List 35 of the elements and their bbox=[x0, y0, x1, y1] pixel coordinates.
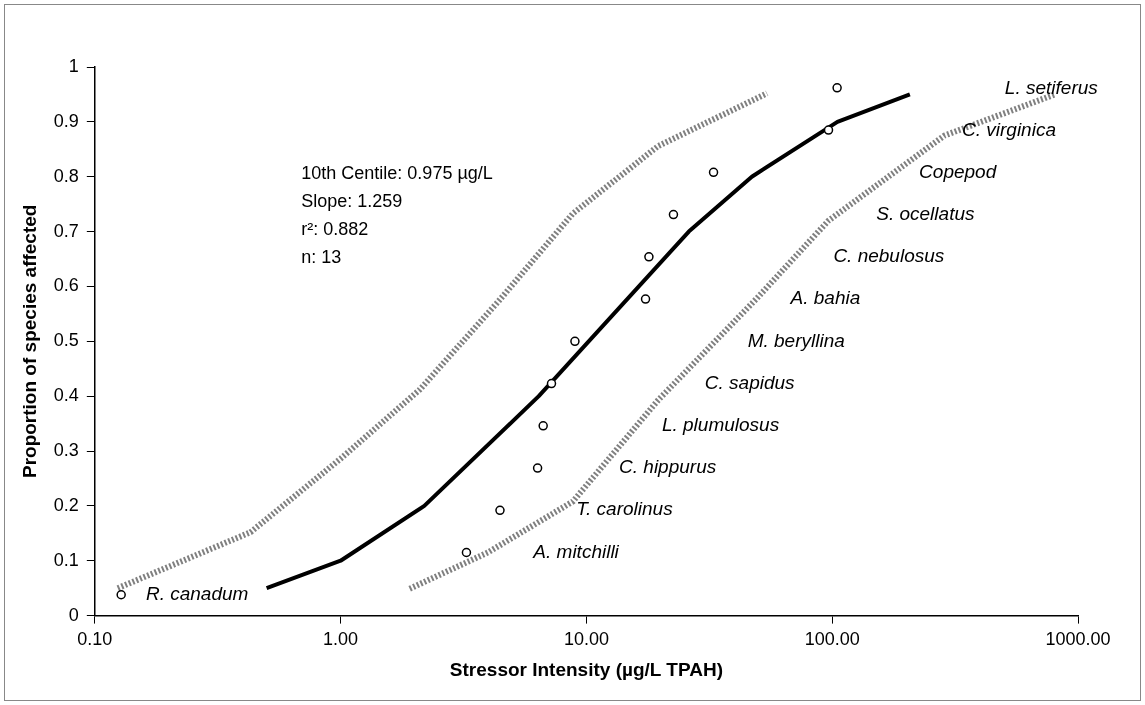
x-tick-label: 100.00 bbox=[804, 629, 860, 650]
x-tick-label: 10.00 bbox=[563, 629, 609, 650]
annotation: S. ocellatus bbox=[876, 203, 975, 225]
annotation: C. virginica bbox=[961, 118, 1056, 140]
y-tick-label: 0.6 bbox=[53, 275, 79, 296]
y-tick-label: 0.7 bbox=[53, 220, 79, 241]
y-tick-label: 0.3 bbox=[53, 439, 79, 460]
y-tick-label: 0.4 bbox=[53, 385, 79, 406]
y-tick-label: 1 bbox=[68, 55, 79, 76]
y-tick-label: 0.5 bbox=[53, 330, 79, 351]
annotation: 10th Centile: 0.975 µg/L bbox=[301, 162, 493, 183]
x-tick-label: 1000.00 bbox=[1045, 629, 1111, 650]
x-tick-label: 0.10 bbox=[77, 629, 113, 650]
annotation: C. nebulosus bbox=[833, 245, 945, 267]
x-axis-title: Stressor Intensity (µg/L TPAH) bbox=[449, 658, 723, 680]
annotation: r²: 0.882 bbox=[301, 218, 369, 239]
annotation: L. setiferus bbox=[1004, 76, 1099, 98]
annotation: C. hippurus bbox=[619, 456, 717, 478]
annotation: n: 13 bbox=[301, 246, 342, 267]
y-tick-label: 0 bbox=[68, 604, 79, 625]
y-tick-label: 0.2 bbox=[53, 494, 79, 515]
annotation: A. mitchilli bbox=[532, 540, 620, 562]
x-tick-label: 1.00 bbox=[323, 629, 359, 650]
annotation: L. plumulosus bbox=[661, 414, 780, 436]
annotation: Copepod bbox=[919, 160, 998, 182]
annotation: Slope: 1.259 bbox=[301, 190, 403, 211]
y-axis-title: Proportion of species affected bbox=[18, 204, 40, 479]
annotation: T. carolinus bbox=[576, 498, 674, 520]
annotation: M. beryllina bbox=[747, 329, 845, 351]
annotation: R. canadum bbox=[145, 582, 249, 604]
y-tick-label: 0.8 bbox=[53, 165, 79, 186]
annotation: A. bahia bbox=[789, 287, 861, 309]
y-tick-label: 0.9 bbox=[53, 110, 79, 131]
annotation: C. sapidus bbox=[704, 371, 796, 393]
y-tick-label: 0.1 bbox=[53, 549, 79, 570]
